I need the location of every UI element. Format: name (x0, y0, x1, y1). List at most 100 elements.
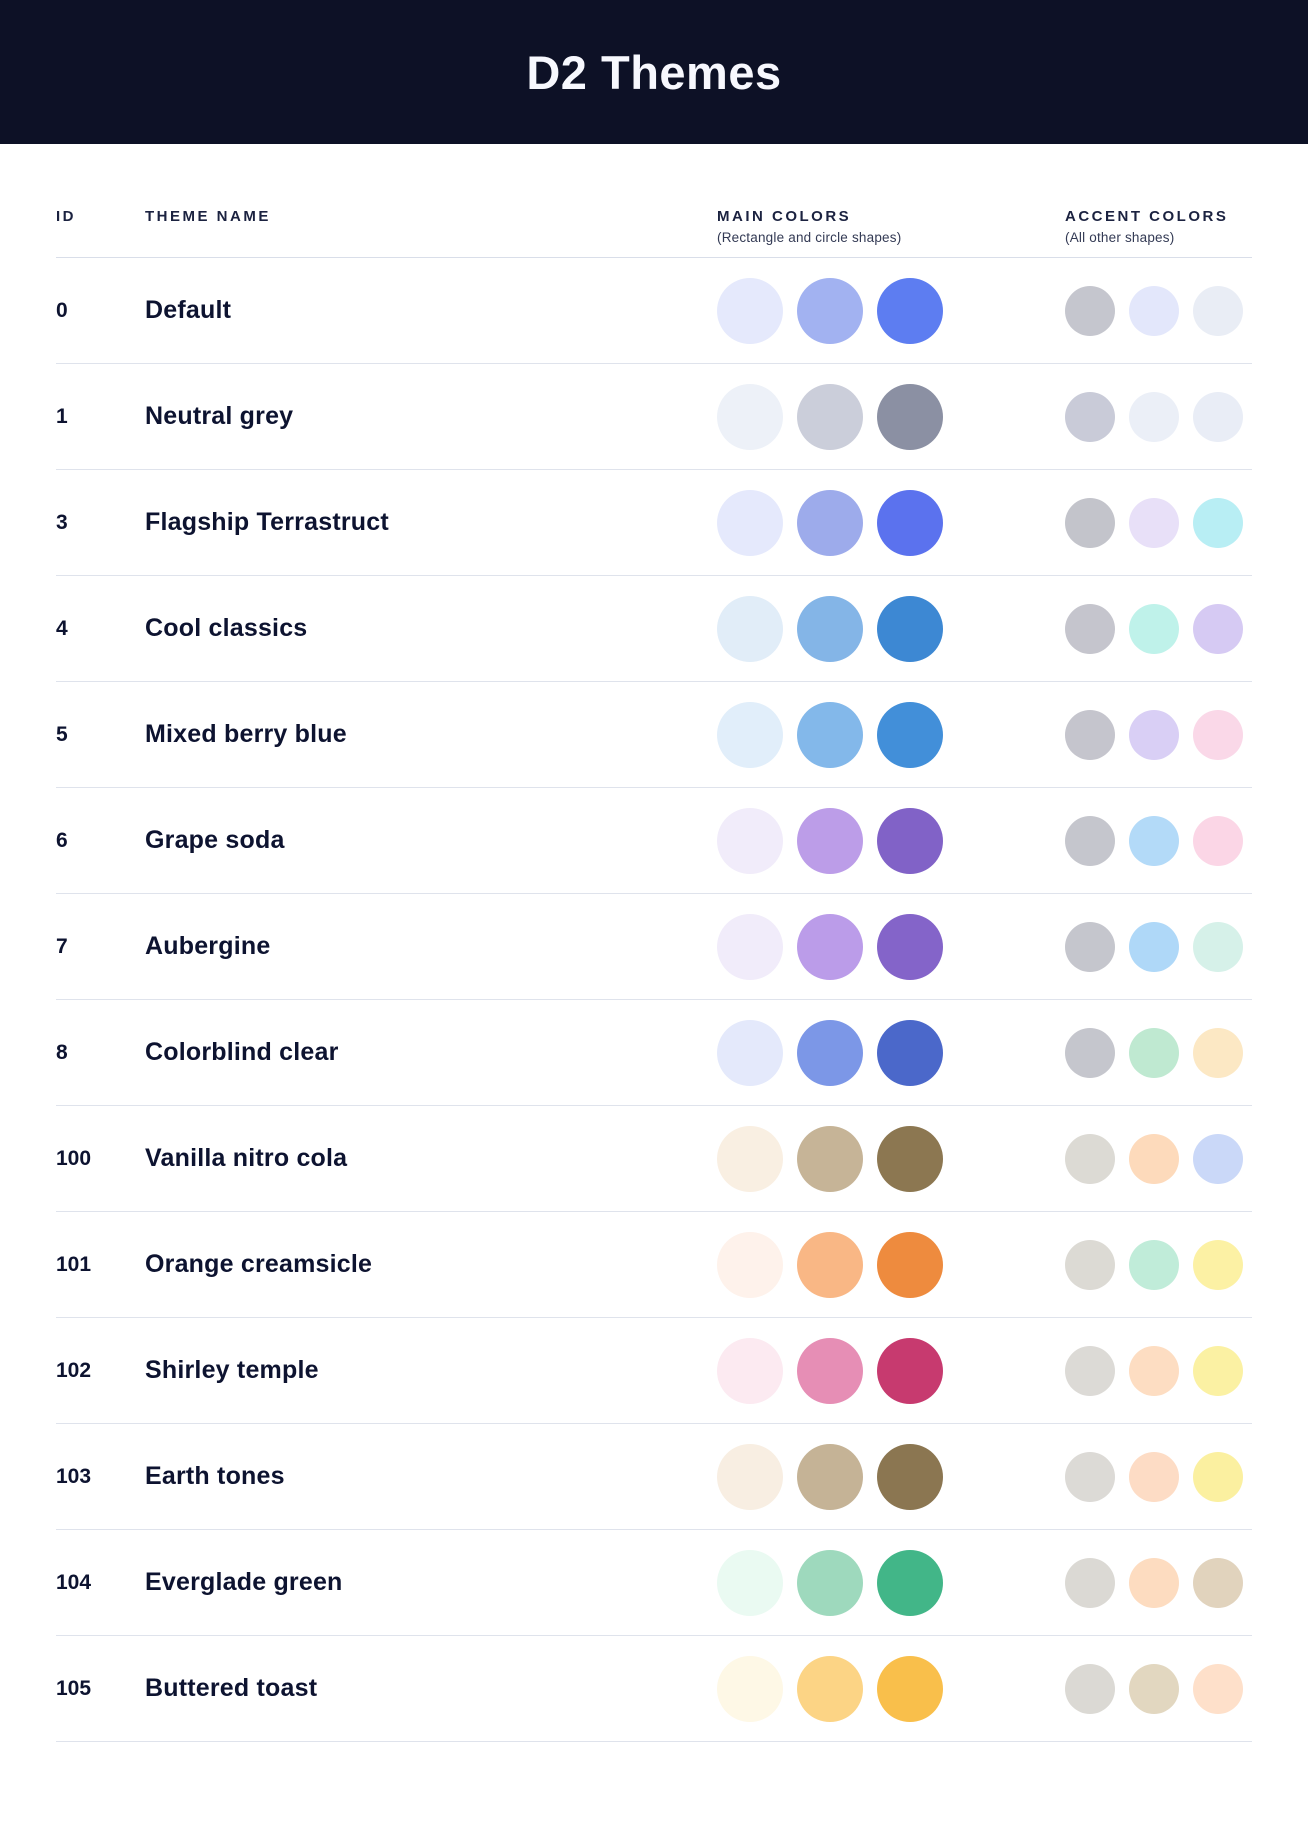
main-color-swatch (717, 383, 783, 450)
accent-color-swatch (1193, 1451, 1243, 1502)
theme-id: 5 (56, 722, 68, 746)
theme-row: 6 Grape soda (56, 788, 1252, 894)
main-color-swatch (797, 913, 863, 980)
accent-color-swatch (1193, 1663, 1243, 1714)
main-color-swatch (717, 1337, 783, 1404)
main-color-swatch (877, 383, 943, 450)
main-color-swatches (717, 1443, 1065, 1510)
main-color-swatch (877, 277, 943, 344)
accent-color-swatch (1065, 285, 1115, 336)
main-color-swatch (877, 595, 943, 662)
accent-color-swatch (1129, 1027, 1179, 1078)
accent-color-swatches (1065, 815, 1252, 866)
main-color-swatch (877, 489, 943, 556)
theme-name: Aubergine (145, 932, 271, 960)
theme-id: 3 (56, 510, 68, 534)
accent-color-swatch (1193, 1027, 1243, 1078)
accent-color-swatch (1065, 1239, 1115, 1290)
theme-row: 5 Mixed berry blue (56, 682, 1252, 788)
theme-id: 104 (56, 1570, 92, 1594)
accent-color-swatches (1065, 709, 1252, 760)
accent-color-swatch (1065, 603, 1115, 654)
accent-color-swatch (1065, 497, 1115, 548)
theme-row: 8 Colorblind clear (56, 1000, 1252, 1106)
main-color-swatch (717, 489, 783, 556)
main-colors-column-subtitle: (Rectangle and circle shapes) (717, 230, 902, 245)
main-color-swatch (797, 1549, 863, 1616)
accent-color-swatches (1065, 603, 1252, 654)
theme-name: Cool classics (145, 614, 308, 642)
main-color-swatch (717, 1655, 783, 1722)
accent-color-swatches (1065, 1663, 1252, 1714)
main-color-swatches (717, 1549, 1065, 1616)
accent-color-swatches (1065, 1557, 1252, 1608)
theme-id: 6 (56, 828, 68, 852)
column-header-id: ID (56, 208, 145, 225)
theme-name: Neutral grey (145, 402, 294, 430)
theme-name: Mixed berry blue (145, 720, 347, 748)
theme-id: 100 (56, 1146, 92, 1170)
theme-id: 1 (56, 404, 68, 428)
accent-color-swatch (1129, 603, 1179, 654)
main-color-swatch (797, 1337, 863, 1404)
main-color-swatch (877, 1231, 943, 1298)
accent-color-swatch (1129, 1557, 1179, 1608)
main-color-swatch (877, 1019, 943, 1086)
theme-row: 100 Vanilla nitro cola (56, 1106, 1252, 1212)
column-header-theme-name: THEME NAME (145, 208, 717, 225)
accent-color-swatch (1129, 391, 1179, 442)
theme-row: 0 Default (56, 258, 1252, 364)
accent-colors-column-label: ACCENT COLORS (1065, 208, 1229, 225)
id-column-label: ID (56, 208, 76, 225)
theme-row: 1 Neutral grey (56, 364, 1252, 470)
main-color-swatch (877, 1655, 943, 1722)
main-color-swatch (717, 913, 783, 980)
accent-color-swatch (1129, 1345, 1179, 1396)
main-color-swatch (797, 1231, 863, 1298)
accent-color-swatch (1193, 1345, 1243, 1396)
theme-row: 103 Earth tones (56, 1424, 1252, 1530)
accent-color-swatch (1129, 1133, 1179, 1184)
main-color-swatch (797, 1019, 863, 1086)
accent-color-swatch (1193, 497, 1243, 548)
theme-row: 104 Everglade green (56, 1530, 1252, 1636)
accent-color-swatch (1129, 709, 1179, 760)
accent-color-swatch (1129, 921, 1179, 972)
main-color-swatch (717, 1549, 783, 1616)
main-color-swatches (717, 1231, 1065, 1298)
table-header-row: ID THEME NAME MAIN COLORS (Rectangle and… (56, 144, 1252, 258)
main-color-swatch (717, 701, 783, 768)
accent-color-swatch (1129, 1239, 1179, 1290)
main-color-swatch (797, 701, 863, 768)
accent-color-swatch (1065, 815, 1115, 866)
main-color-swatch (877, 913, 943, 980)
page-title: D2 Themes (526, 45, 782, 99)
main-color-swatch (797, 277, 863, 344)
column-header-accent-colors: ACCENT COLORS (All other shapes) (1065, 208, 1252, 245)
theme-id: 101 (56, 1252, 92, 1276)
main-color-swatch (717, 807, 783, 874)
theme-name: Everglade green (145, 1568, 343, 1596)
main-color-swatch (717, 1019, 783, 1086)
theme-name: Colorblind clear (145, 1038, 339, 1066)
accent-color-swatch (1065, 921, 1115, 972)
theme-name: Vanilla nitro cola (145, 1144, 348, 1172)
main-color-swatch (877, 1125, 943, 1192)
themes-table: ID THEME NAME MAIN COLORS (Rectangle and… (56, 144, 1252, 1742)
accent-color-swatches (1065, 1345, 1252, 1396)
accent-color-swatch (1193, 1133, 1243, 1184)
main-color-swatch (717, 1443, 783, 1510)
accent-color-swatches (1065, 285, 1252, 336)
accent-color-swatches (1065, 921, 1252, 972)
main-color-swatches (717, 1337, 1065, 1404)
theme-name: Shirley temple (145, 1356, 319, 1384)
accent-colors-column-subtitle: (All other shapes) (1065, 230, 1175, 245)
accent-color-swatch (1193, 921, 1243, 972)
main-color-swatch (877, 1337, 943, 1404)
theme-name: Flagship Terrastruct (145, 508, 389, 536)
accent-color-swatch (1065, 709, 1115, 760)
table-body: 0 Default 1 Neutral grey 3 Flagship Terr… (56, 258, 1252, 1742)
accent-color-swatch (1193, 709, 1243, 760)
main-color-swatches (717, 807, 1065, 874)
theme-row: 4 Cool classics (56, 576, 1252, 682)
